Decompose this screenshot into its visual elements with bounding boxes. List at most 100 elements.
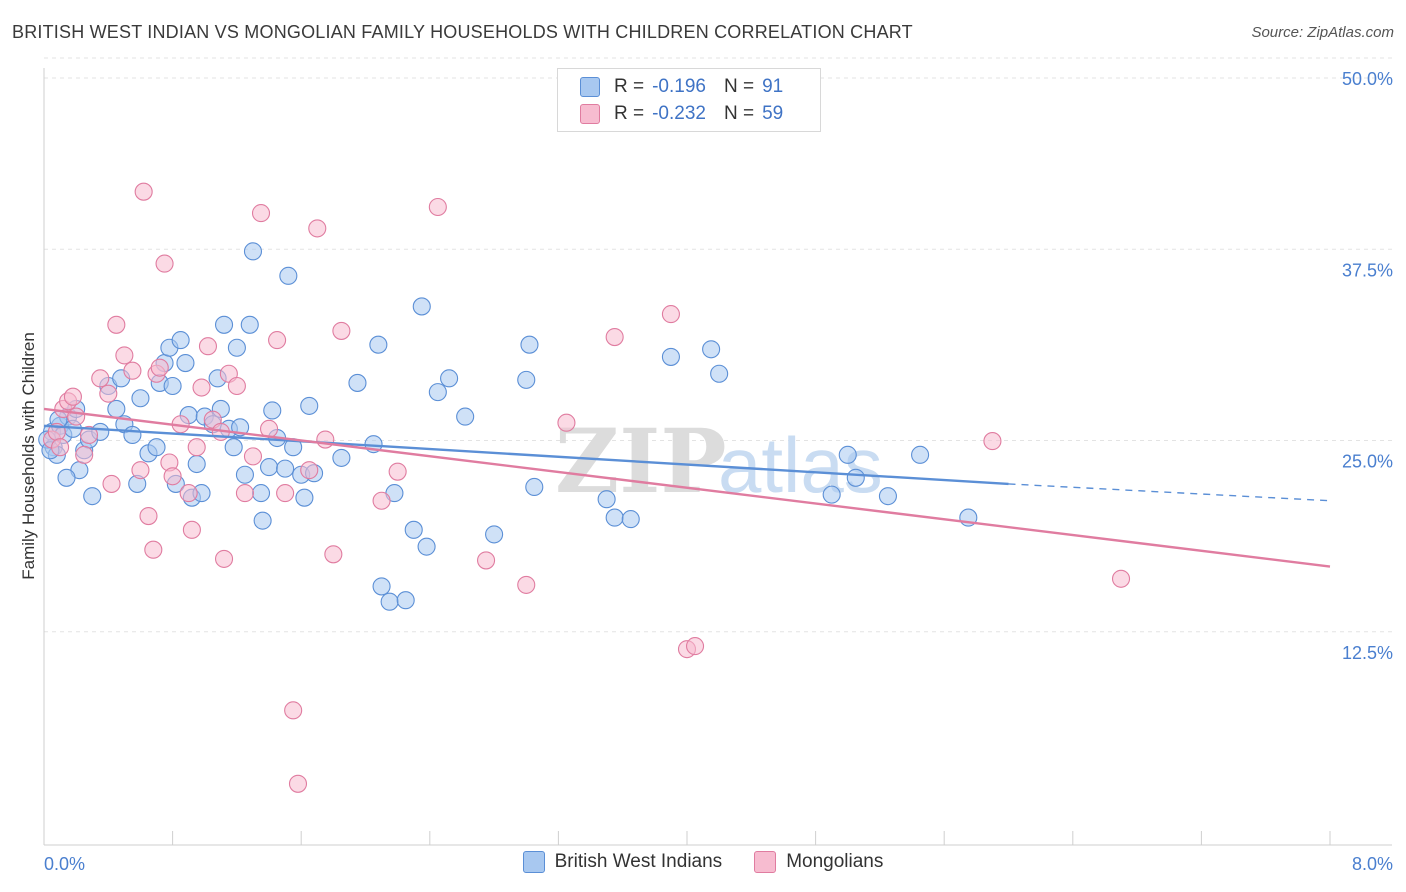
point-mongolians	[150, 358, 169, 377]
point-british-west-indians	[485, 525, 504, 544]
point-british-west-indians	[224, 438, 243, 457]
y-tick-label: 37.5%	[1342, 260, 1393, 280]
point-mongolians	[182, 520, 201, 539]
point-mongolians	[192, 378, 211, 397]
point-british-west-indians	[348, 373, 367, 392]
point-british-west-indians	[822, 485, 841, 504]
y-tick-label: 25.0%	[1342, 452, 1393, 472]
point-mongolians	[163, 467, 182, 486]
legend-item-british-west-indians[interactable]: British West Indians	[522, 851, 722, 873]
point-mongolians	[332, 321, 351, 340]
point-british-west-indians	[702, 340, 721, 359]
legend-swatch-blue	[522, 851, 545, 873]
point-mongolians	[102, 474, 121, 493]
point-british-west-indians	[227, 338, 246, 357]
point-mongolians	[144, 540, 163, 559]
point-british-west-indians	[171, 331, 190, 350]
point-mongolians	[1111, 569, 1131, 588]
point-mongolians	[557, 413, 576, 432]
point-mongolians	[131, 461, 150, 480]
point-british-west-indians	[279, 266, 298, 285]
point-british-west-indians	[710, 364, 729, 383]
point-british-west-indians	[838, 445, 857, 464]
watermark-atlas: atlas	[718, 421, 883, 509]
point-mongolians	[198, 337, 218, 356]
point-mongolians	[316, 430, 335, 449]
point-mongolians	[284, 701, 303, 720]
point-british-west-indians	[243, 242, 263, 261]
point-british-west-indians	[131, 389, 150, 408]
legend-swatch-blue	[580, 77, 600, 97]
point-mongolians	[107, 315, 126, 334]
point-british-west-indians	[107, 399, 126, 419]
point-british-west-indians	[428, 383, 447, 402]
data-points	[38, 182, 1131, 793]
point-mongolians	[276, 484, 295, 503]
point-british-west-indians	[187, 454, 206, 474]
point-british-west-indians	[878, 487, 897, 506]
y-axis-label: Family Households with Children	[19, 332, 38, 580]
legend-label: Mongolians	[786, 851, 884, 872]
point-british-west-indians	[404, 520, 423, 539]
point-mongolians	[268, 331, 287, 350]
point-british-west-indians	[259, 458, 279, 477]
point-mongolians	[155, 254, 174, 273]
point-british-west-indians	[517, 370, 536, 389]
n-value: 59	[762, 103, 784, 124]
point-british-west-indians	[440, 369, 459, 388]
point-mongolians	[214, 549, 234, 568]
point-mongolians	[517, 575, 536, 594]
point-british-west-indians	[214, 315, 234, 334]
point-british-west-indians	[621, 510, 640, 529]
stats-legend-row-blue: R = -0.196 N = 91	[580, 74, 783, 100]
legend-swatch-pink	[754, 851, 777, 873]
r-value: -0.232	[652, 103, 706, 124]
point-mongolians	[91, 369, 110, 388]
point-british-west-indians	[846, 468, 865, 487]
point-mongolians	[372, 491, 391, 510]
point-mongolians	[179, 484, 198, 503]
stats-legend: R = -0.196 N = 91 R = -0.232 N = 59	[557, 68, 821, 132]
point-british-west-indians	[456, 407, 475, 426]
point-british-west-indians	[57, 468, 76, 487]
point-mongolians	[187, 438, 206, 457]
point-british-west-indians	[417, 537, 436, 556]
point-mongolians	[115, 346, 134, 365]
point-mongolians	[477, 551, 496, 570]
point-british-west-indians	[605, 508, 624, 527]
point-british-west-indians	[276, 459, 295, 478]
point-british-west-indians	[147, 438, 166, 457]
point-british-west-indians	[412, 297, 431, 316]
point-mongolians	[605, 327, 624, 347]
trend-line-mongolians	[43, 407, 1331, 568]
point-mongolians	[227, 376, 246, 396]
point-british-west-indians	[83, 487, 102, 506]
point-mongolians	[308, 219, 327, 238]
point-british-west-indians	[263, 401, 282, 420]
chart-title: BRITISH WEST INDIAN VS MONGOLIAN FAMILY …	[12, 22, 913, 42]
point-british-west-indians	[661, 347, 680, 366]
point-british-west-indians	[332, 448, 351, 467]
point-mongolians	[324, 545, 343, 564]
r-value: -0.196	[652, 76, 706, 97]
point-mongolians	[243, 447, 263, 466]
point-mongolians	[300, 461, 319, 480]
point-british-west-indians	[251, 484, 271, 503]
legend-item-mongolians[interactable]: Mongolians	[754, 851, 883, 873]
point-british-west-indians	[300, 396, 319, 415]
point-mongolians	[123, 361, 142, 380]
source-label: Source: ZipAtlas.com	[1251, 24, 1394, 41]
point-mongolians	[288, 774, 308, 793]
point-mongolians	[79, 425, 99, 445]
trend-line-british-west-indians	[43, 424, 1009, 486]
point-mongolians	[67, 407, 86, 426]
point-british-west-indians	[163, 376, 182, 396]
stats-legend-row-pink: R = -0.232 N = 59	[580, 101, 783, 127]
point-mongolians	[685, 637, 705, 656]
point-british-west-indians	[911, 445, 930, 464]
n-value: 91	[762, 76, 784, 97]
point-mongolians	[99, 384, 118, 403]
r-label: R =	[614, 76, 645, 97]
point-mongolians	[139, 506, 158, 526]
